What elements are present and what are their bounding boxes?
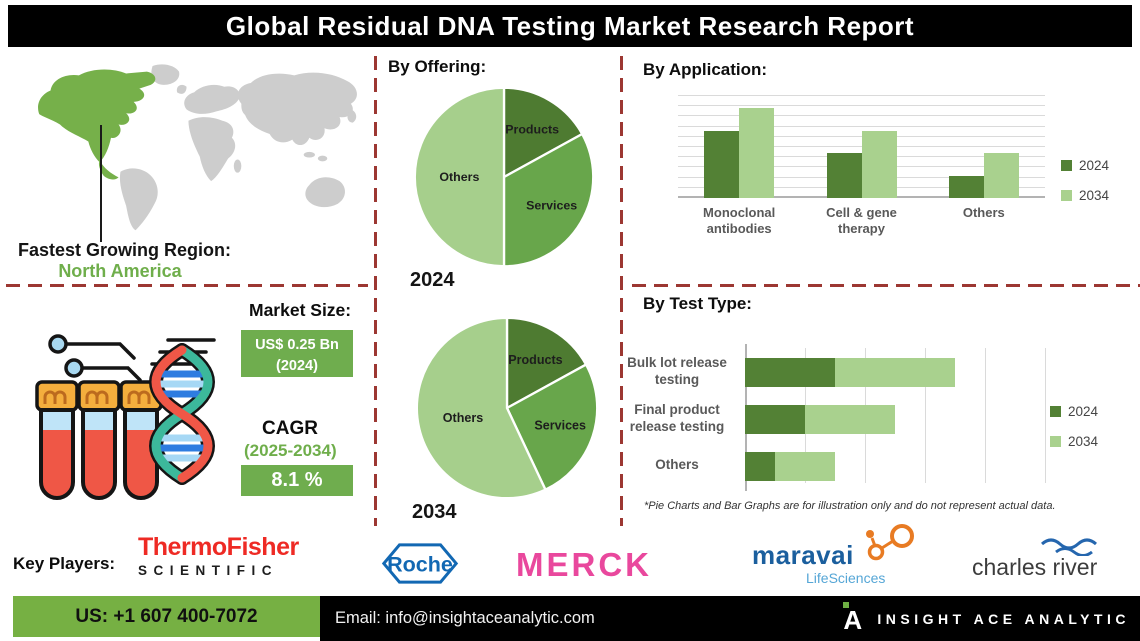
category-label: Cell & gene therapy	[826, 205, 897, 236]
brand-green-dot-icon	[843, 601, 850, 608]
contact-email: Email: info@insightaceanalytic.com	[335, 609, 595, 627]
svg-text:Others: Others	[443, 411, 483, 425]
australia-shape	[305, 177, 346, 208]
key-players-label: Key Players:	[13, 554, 116, 573]
svg-text:Services: Services	[526, 198, 577, 212]
testtype-category-labels: Bulk lot release testing Final product re…	[616, 348, 738, 489]
category-label: Bulk lot release testing	[627, 355, 727, 387]
logo-maravai: maravai	[752, 540, 854, 570]
waves-icon	[1041, 538, 1097, 556]
market-size-year: (2024)	[276, 358, 318, 375]
uk-shape	[176, 84, 187, 94]
svg-text:Others: Others	[439, 170, 479, 184]
testtype-legend: 2024 2034	[1050, 404, 1098, 464]
testtype-bar-chart	[745, 344, 1046, 491]
contact-phone: US: +1 607 400-7072	[75, 605, 258, 627]
report-title: Global Residual DNA Testing Market Resea…	[225, 10, 915, 41]
cagr-period: (2025-2034)	[244, 441, 337, 460]
legend-item: 2034	[1050, 434, 1098, 449]
logo-roche: Roche	[374, 540, 466, 592]
offering-pie-2024-year: 2024	[410, 269, 455, 291]
application-legend: 2024 2034	[1061, 158, 1109, 218]
thermo-scientific-wordmark: SCIENTIFIC	[138, 563, 279, 578]
logo-charles-river: charles river	[972, 554, 1098, 580]
madagascar-shape	[233, 159, 242, 173]
category-label: Monoclonal antibodies	[703, 205, 776, 236]
svg-text:Services: Services	[534, 418, 586, 432]
chart-disclaimer: *Pie Charts and Bar Graphs are for illus…	[644, 500, 1056, 512]
application-column-chart	[678, 95, 1045, 198]
offering-pie-2034-year: 2034	[412, 501, 457, 523]
application-section-title: By Application:	[643, 60, 768, 79]
insightace-logo: A INSIGHT ACE ANALYTIC	[841, 596, 1130, 641]
dna-test-illustration	[35, 334, 216, 500]
asia-shape	[237, 72, 357, 146]
fastest-growing-region-value: North America	[58, 261, 182, 281]
logo-thermo-fisher: ThermoFisher SCIENTIFIC	[138, 533, 299, 578]
central-america-shape	[98, 160, 119, 180]
application-category-labels: Monoclonal antibodies Cell & gene therapy…	[678, 205, 1045, 236]
brand-name: INSIGHT ACE ANALYTIC	[877, 610, 1130, 627]
cagr-value-box: 8.1 %	[241, 465, 353, 496]
market-size-value: US$ 0.25 Bn	[255, 337, 339, 353]
test-tubes-icon	[35, 380, 163, 500]
svg-text:Roche: Roche	[387, 552, 453, 576]
north-america-shape	[38, 69, 156, 163]
market-size-value-box: US$ 0.25 Bn (2024)	[241, 330, 353, 377]
market-size-label: Market Size:	[249, 300, 352, 320]
logo-merck: MERCK	[516, 546, 652, 583]
south-america-shape	[119, 168, 158, 231]
europe-shape	[184, 84, 240, 114]
legend-item: 2024	[1061, 158, 1109, 173]
maravai-lifesciences-label: LifeSciences	[806, 570, 886, 586]
footer-bar: Email: info@insightaceanalytic.com A INS…	[0, 596, 1140, 641]
category-label: Others	[655, 457, 699, 473]
world-map	[38, 64, 357, 231]
cagr-label: CAGR	[262, 418, 318, 439]
title-bar: Global Residual DNA Testing Market Resea…	[8, 5, 1132, 47]
dna-helix-icon	[149, 343, 215, 485]
category-label: Final product release testing	[629, 402, 725, 434]
svg-text:Products: Products	[508, 353, 562, 367]
fastest-growing-region-label: Fastest Growing Region:	[18, 240, 232, 260]
footer-black-band: Email: info@insightaceanalytic.com A INS…	[320, 596, 1140, 641]
category-label: Others	[962, 205, 1005, 220]
phone-badge: US: +1 607 400-7072	[13, 596, 320, 637]
legend-swatch-icon	[1050, 406, 1061, 417]
region-pointer-line	[100, 125, 102, 242]
legend-swatch-icon	[1061, 190, 1072, 201]
divider-right-horizontal	[632, 284, 1140, 287]
offering-pie-2034: Products Services Others	[414, 315, 600, 501]
divider-vertical-2	[620, 56, 623, 526]
molecule-icon	[866, 524, 914, 561]
legend-item: 2024	[1050, 404, 1098, 419]
greenland-shape	[151, 64, 180, 85]
svg-text:Products: Products	[505, 122, 559, 136]
divider-left-horizontal	[6, 284, 368, 287]
legend-swatch-icon	[1050, 436, 1061, 447]
africa-shape	[188, 117, 236, 182]
offering-section-title: By Offering:	[388, 57, 487, 76]
divider-vertical-1	[374, 56, 377, 526]
japan-shape	[347, 109, 357, 123]
testtype-section-title: By Test Type:	[643, 294, 752, 313]
brand-a-icon: A	[841, 601, 867, 635]
roche-hexagon-icon: Roche	[381, 543, 459, 584]
offering-pie-2024: Products Services Others	[412, 85, 596, 269]
legend-swatch-icon	[1061, 160, 1072, 171]
thermo-fisher-wordmark: ThermoFisher	[138, 533, 299, 561]
legend-item: 2034	[1061, 188, 1109, 203]
